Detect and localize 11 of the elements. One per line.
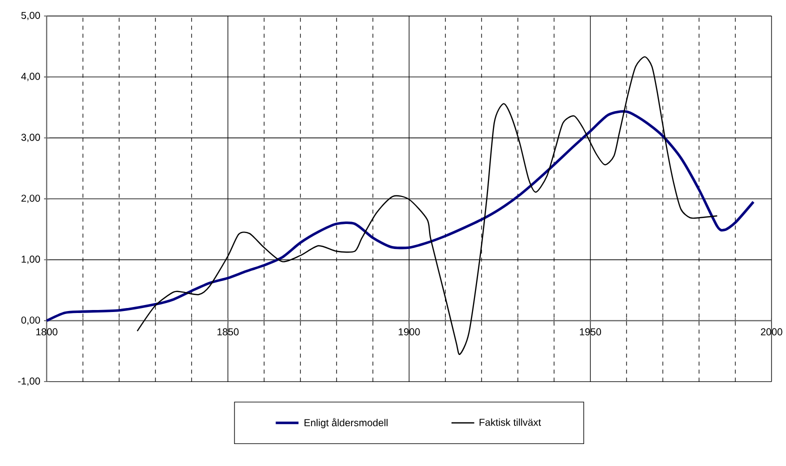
line-series [136, 56, 718, 355]
y-tick-label: 0,00 [21, 316, 40, 325]
y-tick-label: -1,00 [18, 378, 40, 386]
y-tick-label: 2,00 [21, 194, 40, 203]
legend-label: Faktisk tillväxt [480, 418, 541, 426]
y-tick-label: 4,00 [21, 72, 40, 82]
legend-label: Enligt åldersmodell [304, 418, 388, 428]
y-tick-label: 5,00 [21, 12, 40, 20]
y-tick-label: 3,00 [21, 134, 40, 142]
y-tick-label: 1,00 [22, 256, 40, 264]
line-series [45, 110, 755, 322]
